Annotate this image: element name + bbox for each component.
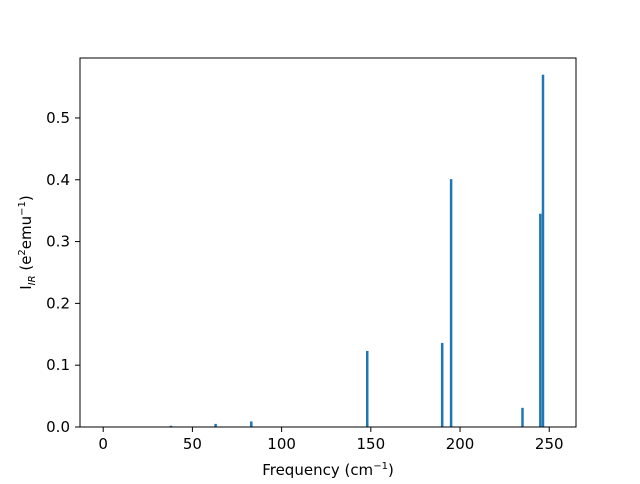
y-tick-label-0: 0.0 xyxy=(46,418,70,436)
bar-0 xyxy=(169,425,173,427)
bar-6 xyxy=(521,407,524,427)
y-axis-label-part1: I xyxy=(17,285,35,289)
x-axis-label: Frequency (cm−1) xyxy=(262,461,394,479)
y-tick-label-1: 0.1 xyxy=(46,356,70,374)
y-axis-label-part3: emu xyxy=(17,216,35,249)
y-axis-label: IIR (e2emu−1) xyxy=(17,195,38,290)
x-axis-label-sup: −1 xyxy=(373,461,388,472)
x-tick-label-1: 50 xyxy=(183,435,202,453)
y-axis-label-part4: ) xyxy=(17,195,35,201)
bar-8 xyxy=(541,74,545,427)
bar-3 xyxy=(366,350,369,427)
y-ticks-layer: 0.0 0.1 0.2 0.3 0.4 0.5 xyxy=(46,109,80,436)
x-tick-label-5: 250 xyxy=(535,435,564,453)
y-axis-label-sub: IR xyxy=(27,275,38,285)
x-tick-label-0: 0 xyxy=(98,435,108,453)
x-ticks-layer: 0 50 100 150 200 250 xyxy=(98,427,564,453)
x-tick-label-3: 150 xyxy=(356,435,385,453)
x-axis-label-main: Frequency (cm xyxy=(262,461,373,479)
bar-7 xyxy=(539,213,542,427)
bar-1 xyxy=(214,423,217,427)
y-axis-label-sup1: 2 xyxy=(17,249,28,255)
y-tick-label-4: 0.4 xyxy=(46,171,70,189)
y-axis-label-part2: (e xyxy=(17,256,35,276)
x-axis-label-end: ) xyxy=(388,461,394,479)
plot-frame xyxy=(79,57,577,428)
bars-layer xyxy=(169,74,545,427)
bar-2 xyxy=(250,421,253,427)
y-tick-label-3: 0.3 xyxy=(46,233,70,251)
y-tick-label-2: 0.2 xyxy=(46,294,70,312)
x-tick-label-4: 200 xyxy=(446,435,475,453)
x-tick-label-2: 100 xyxy=(267,435,296,453)
bar-4 xyxy=(440,342,444,427)
bar-5 xyxy=(449,179,453,427)
y-axis-label-sup2: −1 xyxy=(17,201,28,216)
y-tick-label-5: 0.5 xyxy=(46,109,70,127)
